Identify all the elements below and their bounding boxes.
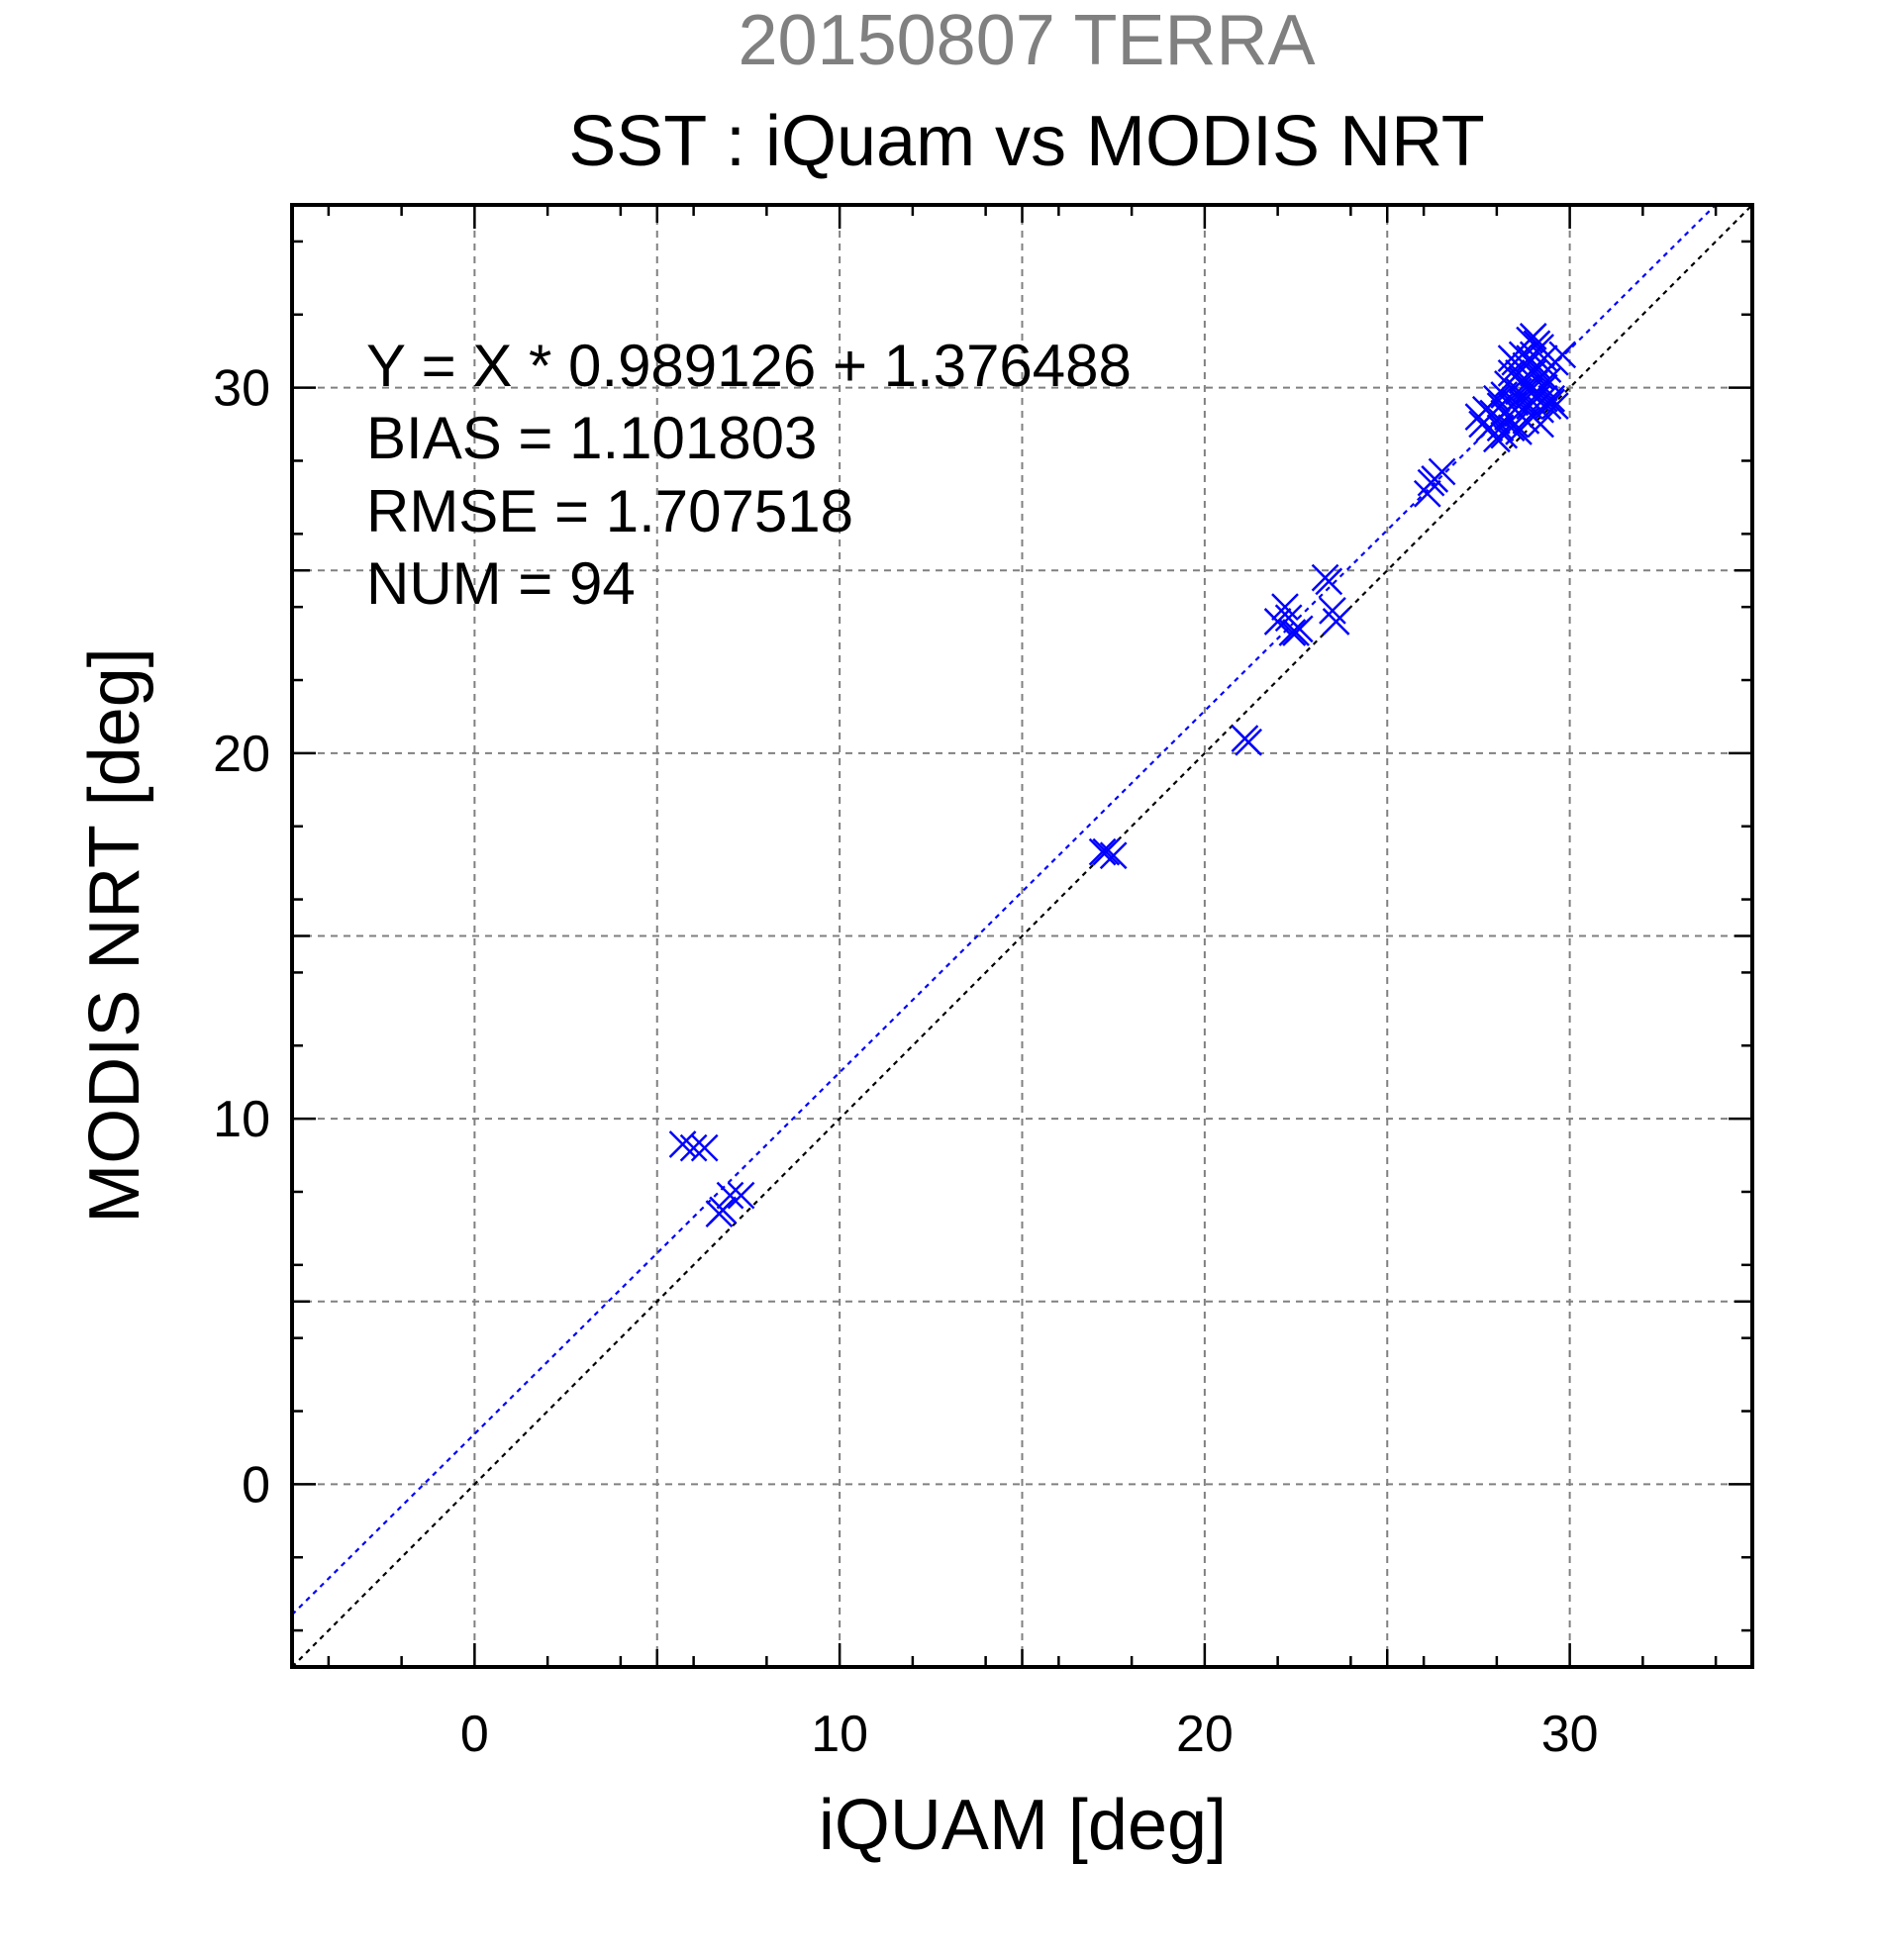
data-point	[1413, 479, 1441, 508]
data-point-stroke	[1428, 457, 1456, 486]
count-stat: NUM = 94	[366, 550, 636, 617]
data-point-stroke	[1285, 615, 1314, 643]
data-point	[1099, 841, 1128, 870]
data-point-stroke	[679, 1133, 708, 1162]
data-point	[1490, 399, 1519, 428]
data-point-stroke	[709, 1196, 738, 1225]
identity-line	[292, 205, 1752, 1667]
x-tick-label: 30	[1541, 1706, 1599, 1763]
data-point-stroke	[1490, 399, 1519, 428]
data-point-stroke	[1497, 344, 1526, 372]
data-point	[1534, 366, 1562, 395]
data-point-stroke	[716, 1181, 744, 1210]
fit-equation: Y = X * 0.989126 + 1.376488	[366, 333, 1132, 399]
data-point-stroke	[1235, 728, 1263, 756]
y-axis-label: MODIS NRT [deg]	[75, 647, 154, 1224]
data-point-stroke	[1497, 358, 1526, 387]
data-point	[1548, 341, 1577, 369]
bias-stat: BIAS = 1.101803	[366, 405, 817, 471]
data-point-stroke	[1519, 323, 1547, 350]
data-point-stroke	[690, 1133, 719, 1162]
data-point-stroke	[1263, 608, 1292, 636]
data-point	[679, 1133, 708, 1162]
data-point-stroke	[1099, 841, 1128, 870]
data-point	[1278, 619, 1307, 646]
data-point-stroke	[1540, 392, 1569, 420]
data-point	[1263, 608, 1292, 636]
tick-labels: 0 10 20 30 0 10 20 30	[213, 360, 1598, 1763]
x-tick-label: 10	[811, 1706, 868, 1763]
data-point-stroke	[1315, 567, 1343, 596]
data-point	[1428, 457, 1456, 486]
y-tick-label: 0	[242, 1456, 270, 1514]
data-point-stroke	[1505, 358, 1533, 387]
data-point-stroke	[1322, 608, 1350, 636]
data-point-stroke	[1088, 837, 1117, 866]
data-point	[1519, 323, 1547, 350]
data-point	[1471, 395, 1500, 424]
data-point-stroke	[1319, 596, 1346, 625]
data-point	[1092, 837, 1121, 866]
rmse-stat: RMSE = 1.707518	[366, 478, 853, 544]
data-point	[1235, 728, 1263, 756]
data-point-stroke	[727, 1181, 755, 1210]
data-point-stroke	[1271, 593, 1299, 622]
y-tick-label: 10	[213, 1091, 270, 1148]
data-point	[1271, 593, 1299, 622]
data-point-stroke	[1092, 837, 1121, 866]
data-point-stroke	[1471, 395, 1500, 424]
data-point	[1497, 344, 1526, 372]
data-point-stroke	[1278, 619, 1307, 646]
data-point-stroke	[1548, 341, 1577, 369]
data-point-stroke	[1527, 410, 1555, 439]
data-point	[1537, 384, 1566, 413]
x-tick-label: 0	[460, 1706, 489, 1763]
data-point	[727, 1181, 755, 1210]
y-tick-label: 20	[213, 726, 270, 783]
data-point	[1540, 392, 1569, 420]
data-point-stroke	[1508, 341, 1536, 369]
x-axis-label: iQUAM [deg]	[819, 1786, 1227, 1865]
data-point-stroke	[1413, 479, 1441, 508]
plot-frame	[290, 203, 1754, 1669]
x-tick-label: 20	[1176, 1706, 1234, 1763]
data-point	[716, 1181, 744, 1210]
data-point-stroke	[1534, 366, 1562, 395]
data-point	[1322, 608, 1350, 636]
data-point-stroke	[1537, 384, 1566, 413]
data-point	[1285, 615, 1314, 643]
data-point-stroke	[1527, 334, 1555, 361]
chart-supertitle: 20150807 TERRA	[738, 1, 1315, 80]
data-point	[690, 1133, 719, 1162]
data-point	[1508, 341, 1536, 369]
data-point	[1088, 837, 1117, 866]
data-point	[1319, 596, 1346, 625]
chart-title: SST : iQuam vs MODIS NRT	[568, 102, 1485, 181]
data-point	[1527, 410, 1555, 439]
data-points	[668, 323, 1577, 1228]
data-point	[709, 1196, 738, 1225]
y-tick-label: 30	[213, 360, 270, 418]
data-point	[1315, 567, 1343, 596]
data-point	[1505, 358, 1533, 387]
data-point-stroke	[1530, 384, 1558, 413]
data-point-stroke	[1530, 373, 1558, 402]
